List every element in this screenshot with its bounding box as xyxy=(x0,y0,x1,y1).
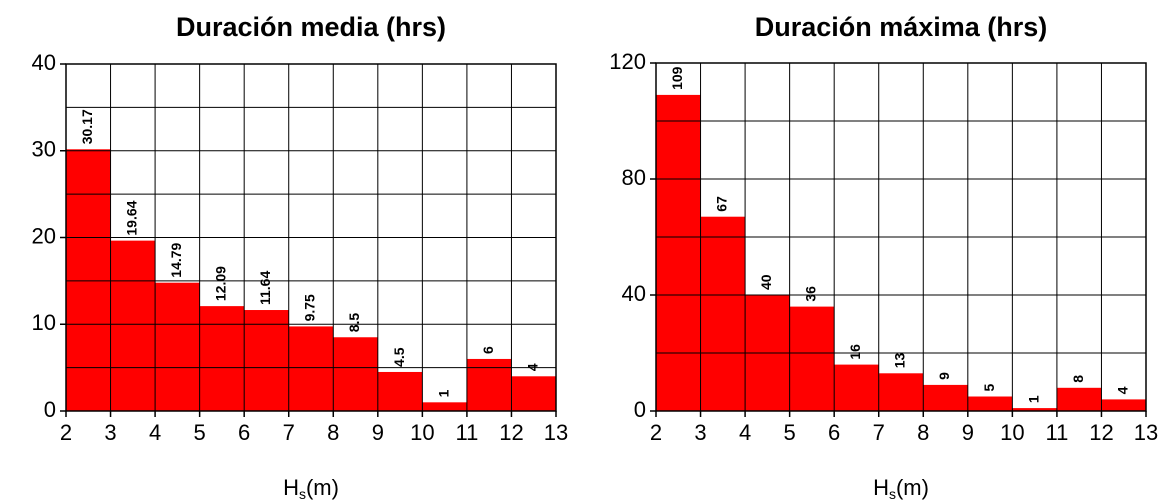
value-label: 9.75 xyxy=(302,294,318,321)
chart: Duración máxima (hrs)1096740361613951842… xyxy=(609,12,1158,502)
x-tick-label: 3 xyxy=(104,420,116,445)
x-axis-label-part: H xyxy=(283,475,299,500)
bar xyxy=(789,306,835,411)
bar xyxy=(288,326,334,411)
x-tick-label: 2 xyxy=(60,420,72,445)
bar xyxy=(110,240,156,411)
value-label: 36 xyxy=(803,286,819,302)
x-tick-label: 12 xyxy=(1089,420,1113,445)
x-tick-label: 7 xyxy=(873,420,885,445)
y-tick-label: 10 xyxy=(32,310,56,335)
value-label: 6 xyxy=(480,346,496,354)
chart-title: Duración media (hrs) xyxy=(176,12,446,42)
value-label: 30.17 xyxy=(79,109,95,144)
x-tick-label: 10 xyxy=(410,420,434,445)
bar xyxy=(422,402,467,411)
x-tick-label: 11 xyxy=(455,420,478,445)
x-tick-label: 7 xyxy=(283,420,295,445)
x-tick-label: 2 xyxy=(650,420,662,445)
value-label: 19.64 xyxy=(124,200,140,235)
y-tick-label: 0 xyxy=(634,397,646,422)
value-label: 16 xyxy=(847,344,863,360)
bar xyxy=(1101,399,1146,411)
bar xyxy=(244,310,289,411)
value-label: 12.09 xyxy=(213,266,229,301)
bar xyxy=(377,371,423,411)
bar xyxy=(66,149,111,411)
value-label: 8.5 xyxy=(346,313,362,333)
bar xyxy=(967,396,1013,411)
y-tick-label: 30 xyxy=(32,137,56,162)
x-tick-label: 6 xyxy=(828,420,840,445)
bar xyxy=(466,358,512,411)
value-label: 8 xyxy=(1070,375,1086,383)
bar xyxy=(1056,387,1102,411)
value-label: 109 xyxy=(669,66,685,90)
x-axis-label-part: H xyxy=(873,475,889,500)
value-label: 40 xyxy=(758,274,774,290)
x-tick-label: 11 xyxy=(1045,420,1068,445)
x-axis-label-part: s xyxy=(889,486,896,502)
value-label: 9 xyxy=(936,372,952,380)
bar xyxy=(1012,408,1057,411)
bar xyxy=(155,282,200,411)
bar xyxy=(656,94,701,412)
x-axis-label: Hs(m) xyxy=(873,475,929,502)
bar xyxy=(333,337,378,411)
y-tick-label: 20 xyxy=(32,223,56,248)
x-axis-label: Hs(m) xyxy=(283,475,339,502)
x-axis-label-part: (m) xyxy=(306,475,339,500)
x-tick-label: 5 xyxy=(784,420,796,445)
x-axis-label-part: (m) xyxy=(896,475,929,500)
x-tick-label: 10 xyxy=(1000,420,1024,445)
value-label: 4.5 xyxy=(391,347,407,367)
y-tick-label: 80 xyxy=(622,165,646,190)
value-label: 11.64 xyxy=(257,271,273,305)
value-label: 1 xyxy=(1025,395,1041,403)
bar xyxy=(199,306,245,411)
value-label: 4 xyxy=(1114,386,1130,394)
x-tick-label: 5 xyxy=(194,420,206,445)
x-tick-label: 13 xyxy=(1134,420,1158,445)
x-tick-label: 13 xyxy=(544,420,568,445)
value-label: 4 xyxy=(524,363,540,371)
y-tick-label: 40 xyxy=(622,281,646,306)
value-label: 5 xyxy=(981,384,997,392)
value-label: 67 xyxy=(714,196,730,212)
x-tick-label: 4 xyxy=(739,420,751,445)
x-axis-label-part: s xyxy=(299,486,306,502)
x-tick-label: 9 xyxy=(372,420,384,445)
x-tick-label: 4 xyxy=(149,420,161,445)
x-tick-label: 3 xyxy=(694,420,706,445)
bar xyxy=(923,384,968,411)
bar xyxy=(834,364,879,411)
y-tick-label: 0 xyxy=(44,397,56,422)
y-tick-label: 40 xyxy=(32,50,56,75)
x-tick-label: 12 xyxy=(499,420,523,445)
x-tick-label: 8 xyxy=(917,420,929,445)
bar xyxy=(700,216,746,411)
chart-title: Duración máxima (hrs) xyxy=(755,12,1048,42)
plot-frame xyxy=(655,62,1147,412)
y-tick-label: 120 xyxy=(609,49,646,74)
x-tick-label: 6 xyxy=(238,420,250,445)
value-label: 14.79 xyxy=(168,242,184,277)
value-label: 1 xyxy=(435,389,451,397)
x-tick-label: 8 xyxy=(327,420,339,445)
bar xyxy=(878,373,924,411)
bar xyxy=(511,376,556,411)
chart: Duración media (hrs) 30.17 19.64 14.79 12.09… xyxy=(32,12,569,502)
x-tick-label: 9 xyxy=(962,420,974,445)
value-label: 13 xyxy=(892,353,908,369)
